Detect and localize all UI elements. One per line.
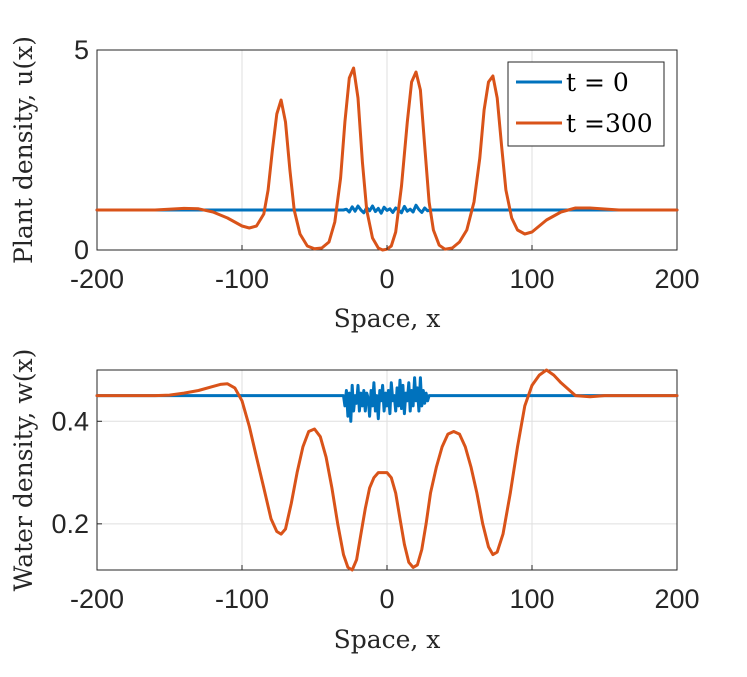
legend-label-t0: t = 0: [566, 68, 629, 97]
water-series: [95, 368, 679, 572]
legend-label-t300: t =300: [566, 109, 653, 138]
plant-xlabel: Space, x: [334, 304, 441, 333]
x-tick-label: 0: [379, 264, 394, 294]
x-tick-label: 200: [654, 264, 699, 294]
x-tick-label: -100: [215, 584, 269, 614]
water-xlabel: Space, x: [334, 625, 441, 654]
series-line-t300: [95, 368, 679, 572]
water-ticks: -200 -100 0 100 200 0.2 0.4: [51, 406, 699, 614]
x-tick-label: 200: [654, 584, 699, 614]
series-line-t0: [95, 376, 679, 423]
x-tick-label: -200: [70, 584, 124, 614]
x-tick-label: 100: [509, 584, 554, 614]
plant-density-plot: -200 -100 0 100 200 0 5 Space, x Plant density…: [9, 35, 700, 333]
y-tick-label: 5: [74, 35, 89, 65]
water-ylabel: Water density, w(x): [9, 349, 38, 592]
y-tick-label: 0.4: [51, 406, 89, 436]
series-line-t0: [95, 203, 679, 215]
x-tick-label: 0: [379, 584, 394, 614]
x-tick-label: -100: [215, 264, 269, 294]
water-density-plot: -200 -100 0 100 200 0.2 0.4 Space, x Water den…: [9, 349, 700, 654]
plant-ticks: -200 -100 0 100 200 0 5: [70, 35, 700, 294]
x-tick-label: -200: [70, 264, 124, 294]
x-tick-label: 100: [509, 264, 554, 294]
plant-ylabel: Plant density, u(x): [9, 36, 38, 264]
legend-box: [507, 61, 665, 147]
legend: t = 0 t =300: [507, 61, 665, 147]
y-tick-label: 0.2: [51, 509, 89, 539]
y-tick-label: 0: [74, 235, 89, 265]
